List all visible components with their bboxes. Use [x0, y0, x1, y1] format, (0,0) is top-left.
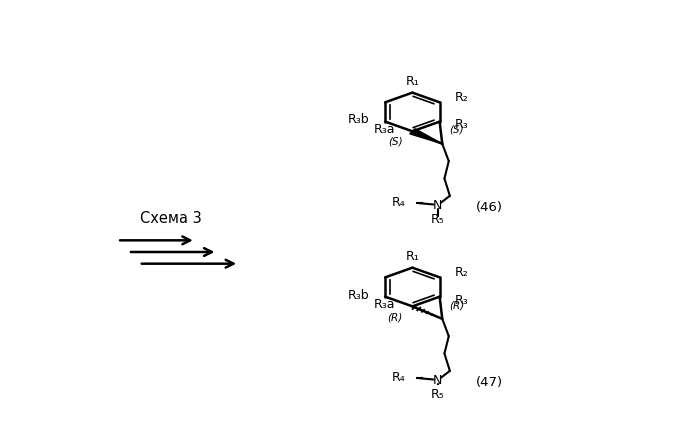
Text: N: N	[433, 375, 442, 388]
Text: (R): (R)	[387, 312, 403, 322]
Text: R₃b: R₃b	[347, 113, 369, 126]
Text: R₃a: R₃a	[373, 123, 395, 136]
Text: R₂: R₂	[454, 266, 468, 279]
Text: R₃: R₃	[454, 294, 468, 307]
Polygon shape	[410, 129, 442, 144]
Text: R₅: R₅	[431, 388, 445, 401]
Text: R₃b: R₃b	[347, 288, 369, 301]
Text: Схема 3: Схема 3	[140, 211, 202, 226]
Text: N: N	[433, 199, 442, 212]
Text: R₄: R₄	[392, 196, 406, 209]
Text: R₁: R₁	[405, 75, 419, 88]
Text: (46): (46)	[476, 201, 503, 214]
Text: R₂: R₂	[454, 91, 468, 104]
Text: R₅: R₅	[431, 213, 445, 226]
Text: R₃: R₃	[454, 119, 468, 132]
Text: (S): (S)	[449, 125, 464, 135]
Text: R₄: R₄	[392, 371, 406, 384]
Text: (R): (R)	[449, 300, 465, 310]
Text: (S): (S)	[388, 137, 403, 147]
Text: R₁: R₁	[405, 250, 419, 263]
Text: R₃a: R₃a	[373, 298, 395, 311]
Text: (47): (47)	[476, 376, 503, 389]
